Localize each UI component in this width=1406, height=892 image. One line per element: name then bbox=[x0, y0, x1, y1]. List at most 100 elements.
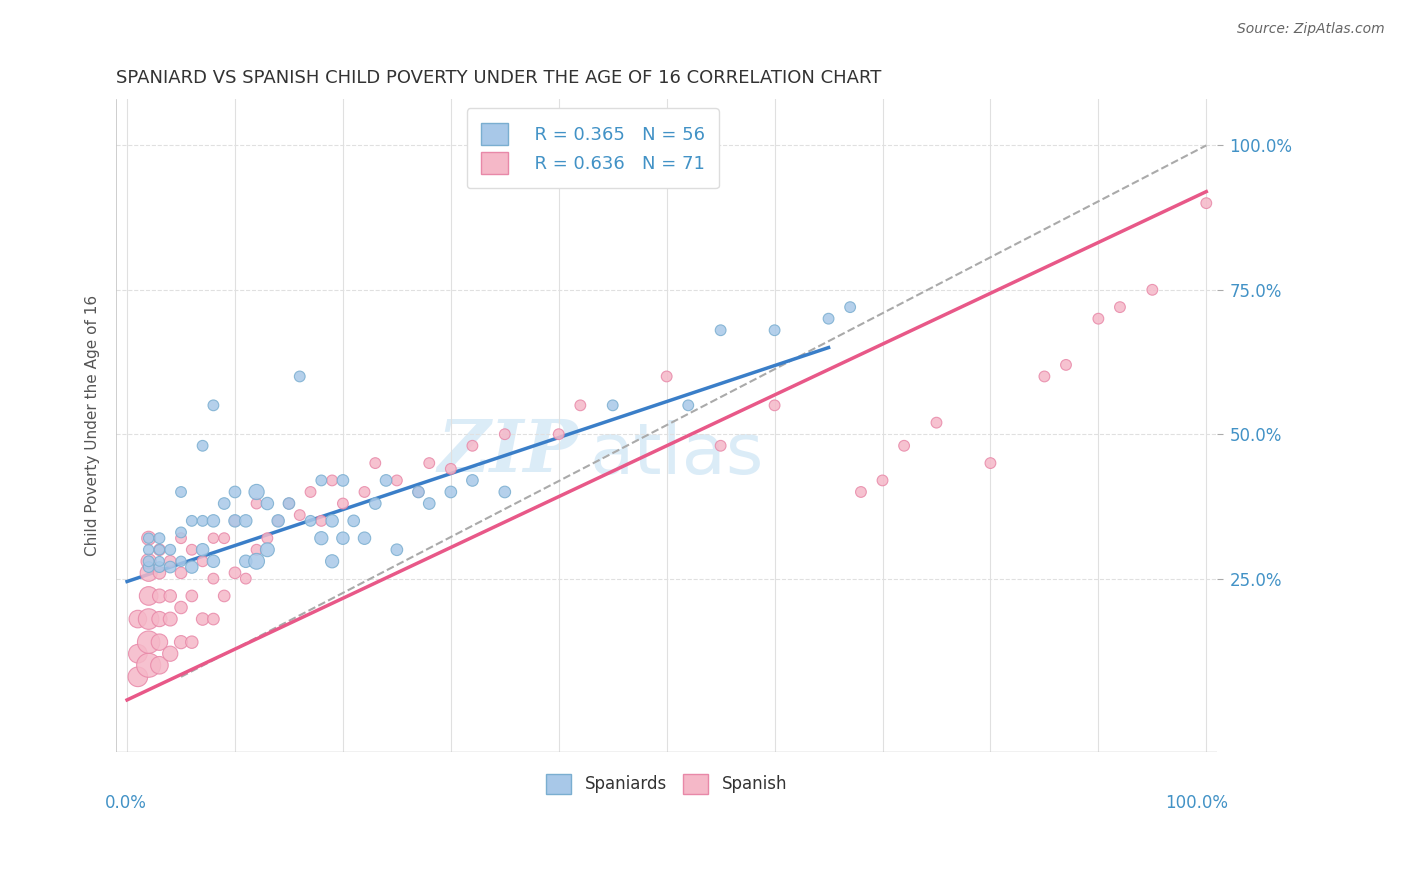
Text: ZIP: ZIP bbox=[437, 417, 579, 487]
Point bbox=[170, 485, 193, 500]
Point bbox=[170, 600, 193, 615]
Point bbox=[839, 300, 862, 314]
Point bbox=[180, 635, 202, 649]
Point bbox=[311, 514, 333, 528]
Point bbox=[343, 514, 366, 528]
Point bbox=[299, 514, 322, 528]
Text: 0.0%: 0.0% bbox=[105, 795, 148, 813]
Point bbox=[170, 635, 193, 649]
Text: atlas: atlas bbox=[589, 420, 763, 490]
Point bbox=[148, 589, 170, 603]
Text: SPANIARD VS SPANISH CHILD POVERTY UNDER THE AGE OF 16 CORRELATION CHART: SPANIARD VS SPANISH CHILD POVERTY UNDER … bbox=[117, 69, 882, 87]
Point bbox=[138, 612, 160, 626]
Point bbox=[138, 566, 160, 580]
Point bbox=[180, 542, 202, 557]
Point bbox=[311, 531, 333, 545]
Point bbox=[256, 531, 278, 545]
Point bbox=[461, 439, 484, 453]
Point bbox=[1142, 283, 1164, 297]
Point bbox=[408, 485, 430, 500]
Point bbox=[872, 474, 894, 488]
Point bbox=[678, 398, 700, 412]
Point bbox=[332, 531, 354, 545]
Point bbox=[138, 542, 160, 557]
Point bbox=[191, 514, 214, 528]
Point bbox=[202, 612, 225, 626]
Point bbox=[148, 560, 170, 574]
Point bbox=[710, 439, 733, 453]
Point bbox=[817, 311, 839, 326]
Point bbox=[1109, 300, 1132, 314]
Point bbox=[127, 670, 149, 684]
Point bbox=[148, 566, 170, 580]
Point bbox=[170, 525, 193, 540]
Point bbox=[202, 554, 225, 568]
Point bbox=[385, 542, 408, 557]
Point bbox=[138, 554, 160, 568]
Point bbox=[710, 323, 733, 337]
Point bbox=[224, 514, 246, 528]
Point bbox=[1087, 311, 1109, 326]
Point bbox=[170, 566, 193, 580]
Point bbox=[461, 474, 484, 488]
Point bbox=[148, 658, 170, 673]
Point bbox=[288, 508, 311, 522]
Point bbox=[1033, 369, 1056, 384]
Point bbox=[138, 531, 160, 545]
Point bbox=[440, 462, 463, 476]
Point bbox=[235, 572, 257, 586]
Point bbox=[569, 398, 592, 412]
Point bbox=[925, 416, 948, 430]
Point bbox=[180, 514, 202, 528]
Point bbox=[212, 531, 235, 545]
Point bbox=[353, 531, 375, 545]
Point bbox=[180, 589, 202, 603]
Point bbox=[332, 474, 354, 488]
Point bbox=[191, 612, 214, 626]
Point bbox=[288, 369, 311, 384]
Point bbox=[418, 456, 440, 470]
Point bbox=[148, 542, 170, 557]
Point bbox=[138, 658, 160, 673]
Point bbox=[245, 485, 267, 500]
Point bbox=[202, 514, 225, 528]
Point bbox=[224, 566, 246, 580]
Point bbox=[148, 635, 170, 649]
Point bbox=[148, 612, 170, 626]
Point bbox=[267, 514, 290, 528]
Point bbox=[159, 589, 181, 603]
Point bbox=[1195, 196, 1218, 211]
Text: 100.0%: 100.0% bbox=[1166, 795, 1227, 813]
Point bbox=[655, 369, 678, 384]
Point bbox=[235, 554, 257, 568]
Point bbox=[235, 514, 257, 528]
Point bbox=[763, 323, 786, 337]
Point bbox=[547, 427, 569, 442]
Point bbox=[127, 612, 149, 626]
Point bbox=[979, 456, 1001, 470]
Point bbox=[138, 531, 160, 545]
Point bbox=[364, 496, 387, 510]
Point bbox=[321, 554, 343, 568]
Point bbox=[311, 474, 333, 488]
Point bbox=[245, 554, 267, 568]
Point bbox=[212, 496, 235, 510]
Point bbox=[408, 485, 430, 500]
Point bbox=[332, 496, 354, 510]
Point bbox=[245, 542, 267, 557]
Y-axis label: Child Poverty Under the Age of 16: Child Poverty Under the Age of 16 bbox=[86, 295, 100, 556]
Point bbox=[494, 485, 516, 500]
Text: Source: ZipAtlas.com: Source: ZipAtlas.com bbox=[1237, 22, 1385, 37]
Point bbox=[364, 456, 387, 470]
Point bbox=[191, 542, 214, 557]
Point bbox=[278, 496, 301, 510]
Point bbox=[224, 485, 246, 500]
Point bbox=[138, 635, 160, 649]
Point bbox=[256, 496, 278, 510]
Point bbox=[418, 496, 440, 510]
Point bbox=[202, 572, 225, 586]
Point bbox=[1054, 358, 1077, 372]
Point bbox=[138, 589, 160, 603]
Point bbox=[202, 398, 225, 412]
Point bbox=[440, 485, 463, 500]
